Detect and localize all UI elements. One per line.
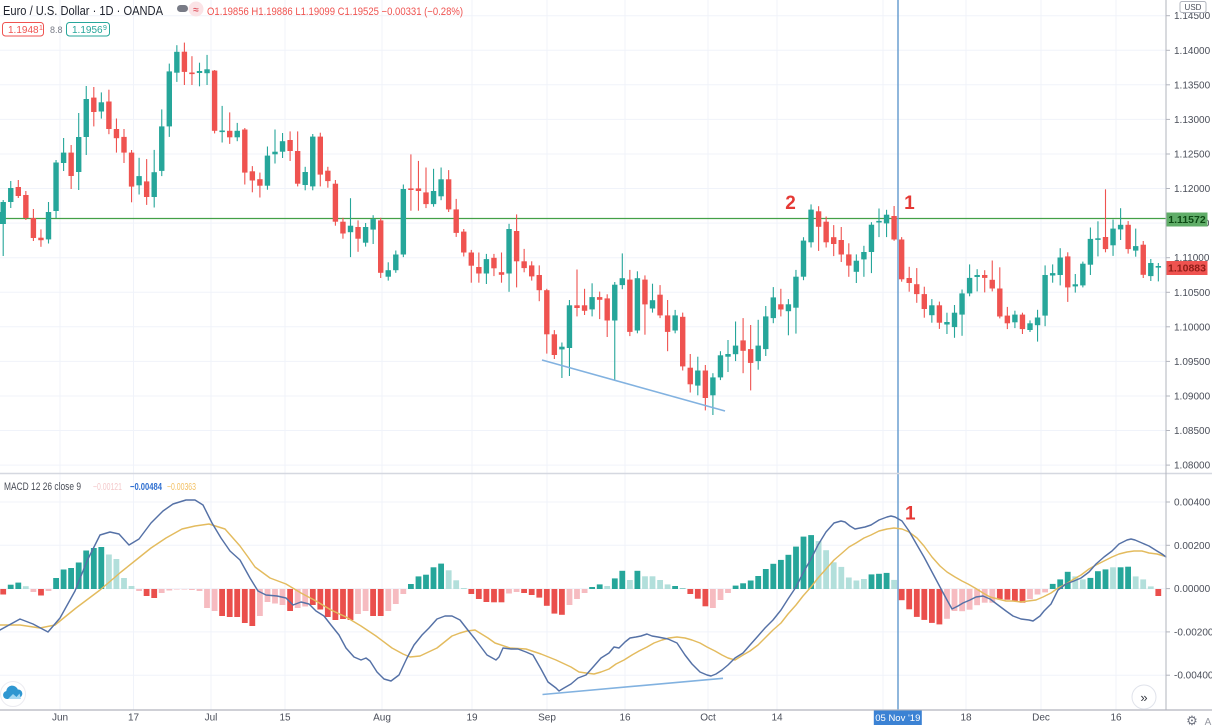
svg-text:MACD 12 26 close 9: MACD 12 26 close 9 [4,481,81,493]
svg-text:1.12000: 1.12000 [1174,184,1211,195]
svg-text:1.09500: 1.09500 [1174,357,1211,368]
svg-text:1.10500: 1.10500 [1174,288,1211,299]
svg-text:1.13500: 1.13500 [1174,80,1211,91]
svg-text:1.11572: 1.11572 [1168,214,1206,226]
svg-text:Jun: Jun [52,713,68,724]
svg-text:0.00000: 0.00000 [1174,584,1211,595]
svg-text:1.14000: 1.14000 [1174,46,1211,57]
svg-text:≈: ≈ [193,5,199,16]
svg-text:A: A [1205,717,1212,726]
svg-text:1: 1 [904,193,915,214]
svg-text:05 Nov '19: 05 Nov '19 [875,713,920,724]
svg-text:1.13000: 1.13000 [1174,115,1211,126]
svg-text:2: 2 [785,193,796,214]
svg-text:8.8: 8.8 [50,25,63,35]
svg-text:9: 9 [103,25,107,32]
svg-text:-0.00400: -0.00400 [1174,671,1212,682]
svg-text:Oct: Oct [700,713,716,724]
svg-text:16: 16 [619,713,631,724]
svg-text:1: 1 [39,25,43,32]
svg-text:1.08500: 1.08500 [1174,426,1211,437]
svg-text:»: » [1140,690,1147,705]
svg-text:15: 15 [279,713,291,724]
svg-text:Dec: Dec [1032,713,1050,724]
svg-text:−0.00484: −0.00484 [130,482,162,493]
svg-text:Aug: Aug [373,713,391,724]
svg-text:1.14500: 1.14500 [1174,11,1211,22]
svg-text:1.08000: 1.08000 [1174,461,1211,472]
svg-text:−0.00363: −0.00363 [167,482,196,493]
svg-text:USD: USD [1185,3,1202,12]
svg-text:1.10883: 1.10883 [1168,263,1206,275]
svg-text:Jul: Jul [205,713,218,724]
svg-text:14: 14 [771,713,783,724]
svg-text:16: 16 [1110,713,1122,724]
svg-text:-0.00200: -0.00200 [1174,627,1212,638]
svg-text:0.00400: 0.00400 [1174,498,1211,509]
svg-text:−0.00121: −0.00121 [93,482,122,493]
svg-text:Euro / U.S. Dollar · 1D · OAND: Euro / U.S. Dollar · 1D · OANDA [3,3,163,18]
svg-text:1.1956: 1.1956 [72,25,103,36]
svg-text:0.00200: 0.00200 [1174,541,1211,552]
svg-text:18: 18 [960,713,972,724]
svg-text:19: 19 [466,713,478,724]
svg-text:17: 17 [128,713,140,724]
svg-text:⚙: ⚙ [1186,713,1198,726]
svg-text:1.11000: 1.11000 [1174,253,1210,264]
svg-text:1: 1 [905,504,916,525]
svg-text:1.09000: 1.09000 [1174,392,1211,403]
svg-text:1.10000: 1.10000 [1174,322,1211,333]
svg-text:O1.19856 H1.19886 L1.19099 C1.: O1.19856 H1.19886 L1.19099 C1.19525 −0.0… [207,6,463,18]
svg-text:1.12500: 1.12500 [1174,150,1211,161]
svg-text:Sep: Sep [538,713,556,724]
svg-text:1.1948: 1.1948 [8,25,39,36]
